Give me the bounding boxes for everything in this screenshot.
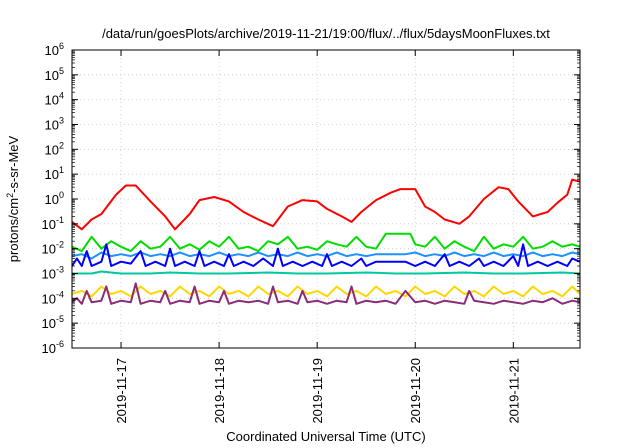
- y-tick-label: 105: [45, 66, 64, 83]
- y-tick-label: 106: [45, 41, 64, 58]
- series-line-5: [72, 270, 581, 275]
- y-tick-base: 10: [45, 142, 59, 157]
- y-tick-label: 104: [45, 91, 64, 108]
- y-tick-exponent: 6: [59, 41, 64, 51]
- y-tick-label: 10-5: [42, 314, 64, 331]
- y-tick-label: 10-4: [42, 289, 64, 306]
- y-tick-base: 10: [45, 192, 59, 207]
- y-tick-exponent: -6: [56, 339, 64, 349]
- y-tick-exponent: -4: [56, 289, 64, 299]
- y-tick-exponent: 0: [59, 190, 64, 200]
- series-group: [71, 178, 581, 305]
- series-line-1: [71, 178, 581, 231]
- y-axis-label-sup: 2: [5, 193, 15, 198]
- y-tick-base: 10: [42, 267, 56, 282]
- y-axis-label: protons/cm2-s-sr-MeV: [5, 135, 21, 262]
- y-tick-exponent: -5: [56, 314, 64, 324]
- y-tick-exponent: 1: [59, 165, 64, 175]
- x-tick-label: 2019-11-19: [310, 358, 325, 424]
- chart-title: /data/run/goesPlots/archive/2019-11-21/1…: [102, 26, 550, 41]
- x-tick-label: 2019-11-21: [506, 358, 521, 424]
- y-tick-exponent: -1: [56, 215, 64, 225]
- series-line-4: [71, 243, 581, 267]
- y-tick-base: 10: [45, 167, 59, 182]
- y-tick-base: 10: [42, 242, 56, 257]
- y-tick-label: 10-1: [42, 215, 64, 232]
- y-tick-label: 102: [45, 140, 64, 157]
- x-tick-label: 2019-11-17: [114, 358, 129, 424]
- y-tick-base: 10: [45, 68, 59, 83]
- y-tick-base: 10: [45, 43, 59, 58]
- y-tick-label: 101: [45, 165, 64, 182]
- y-tick-exponent: 4: [59, 91, 64, 101]
- y-tick-label: 10-3: [42, 265, 64, 282]
- y-tick-label: 103: [45, 116, 64, 133]
- y-tick-label: 10-6: [42, 339, 64, 356]
- y-tick-base: 10: [42, 291, 56, 306]
- y-tick-exponent: 5: [59, 66, 64, 76]
- y-axis-label-suffix: -s-sr-MeV: [6, 135, 21, 192]
- y-tick-exponent: 3: [59, 116, 64, 126]
- x-axis-label: Coordinated Universal Time (UTC): [226, 429, 425, 444]
- y-tick-base: 10: [42, 217, 56, 232]
- y-tick-base: 10: [45, 118, 59, 133]
- series-line-7: [71, 282, 581, 305]
- y-tick-exponent: -2: [56, 240, 64, 250]
- y-tick-exponent: 2: [59, 140, 64, 150]
- y-tick-base: 10: [42, 341, 56, 356]
- x-tick-label: 2019-11-20: [408, 358, 423, 424]
- y-tick-base: 10: [45, 93, 59, 108]
- y-tick-label: 10-2: [42, 240, 64, 257]
- series-line-2: [71, 232, 581, 253]
- y-tick-label: 100: [45, 190, 64, 207]
- y-axis-ticks: 10-610-510-410-310-210-11001011021031041…: [42, 41, 580, 356]
- x-tick-label: 2019-11-18: [212, 358, 227, 424]
- series-line-6: [71, 285, 581, 298]
- y-tick-exponent: -3: [56, 265, 64, 275]
- x-axis-ticks: 2019-11-17 2019-11-18 2019-11-19 2019-11-20…: [114, 50, 521, 424]
- y-tick-base: 10: [42, 316, 56, 331]
- y-axis-label-prefix: protons/cm: [6, 198, 21, 262]
